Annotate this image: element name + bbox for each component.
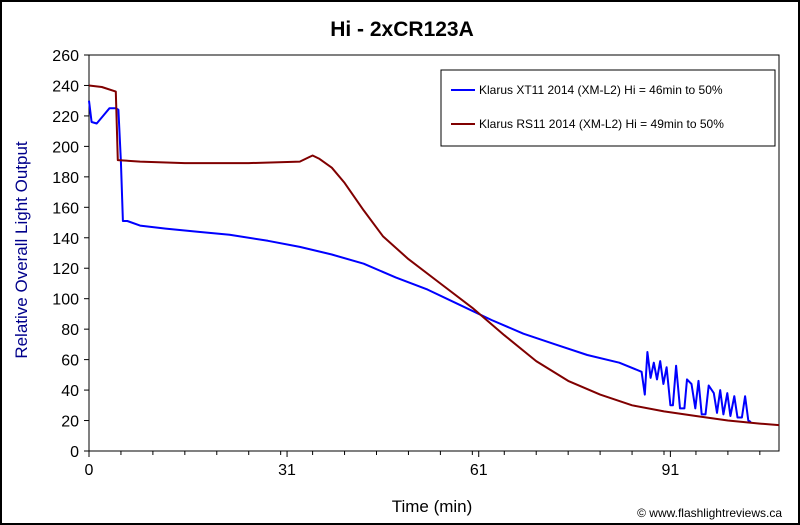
- x-axis-label: Time (min): [392, 497, 473, 516]
- y-tick-label: 80: [61, 322, 79, 339]
- chart-title: Hi - 2xCR123A: [330, 18, 474, 41]
- legend: [440, 69, 776, 147]
- y-tick-label: 220: [52, 109, 79, 126]
- plot-border: [88, 54, 780, 452]
- y-axis-label: Relative Overall Light Output: [12, 141, 31, 359]
- y-tick-label: 120: [52, 261, 79, 278]
- legend-label-2: Klarus RS11 2014 (XM-L2) Hi = 49min to 5…: [479, 117, 724, 131]
- y-tick-label: 260: [52, 48, 79, 65]
- y-tick-label: 200: [52, 139, 79, 156]
- y-tick-label: 20: [61, 414, 79, 431]
- legend-label-1: Klarus XT11 2014 (XM-L2) Hi = 46min to 5…: [479, 83, 723, 97]
- series-line-2: [88, 84, 780, 427]
- x-tick-label: 0: [85, 462, 94, 479]
- y-tick-label: 60: [61, 353, 79, 370]
- y-tick-label: 160: [52, 200, 79, 217]
- y-tick-label: 240: [52, 78, 79, 95]
- y-tick-label: 100: [52, 292, 79, 309]
- x-tick-label: 91: [661, 462, 679, 479]
- plot-area: 0 20 40 60 80 100 120 140 160 180 200 220 240 260 0 31 6…: [52, 48, 780, 479]
- credit-text: © www.flashlightreviews.ca: [637, 506, 782, 520]
- y-tick-label: 140: [52, 231, 79, 248]
- series-line-1: [88, 100, 752, 423]
- y-tick-label: 180: [52, 170, 79, 187]
- y-tick-label: 0: [70, 444, 79, 461]
- x-tick-label: 61: [470, 462, 488, 479]
- x-tick-label: 31: [278, 462, 296, 479]
- y-tick-label: 40: [61, 383, 79, 400]
